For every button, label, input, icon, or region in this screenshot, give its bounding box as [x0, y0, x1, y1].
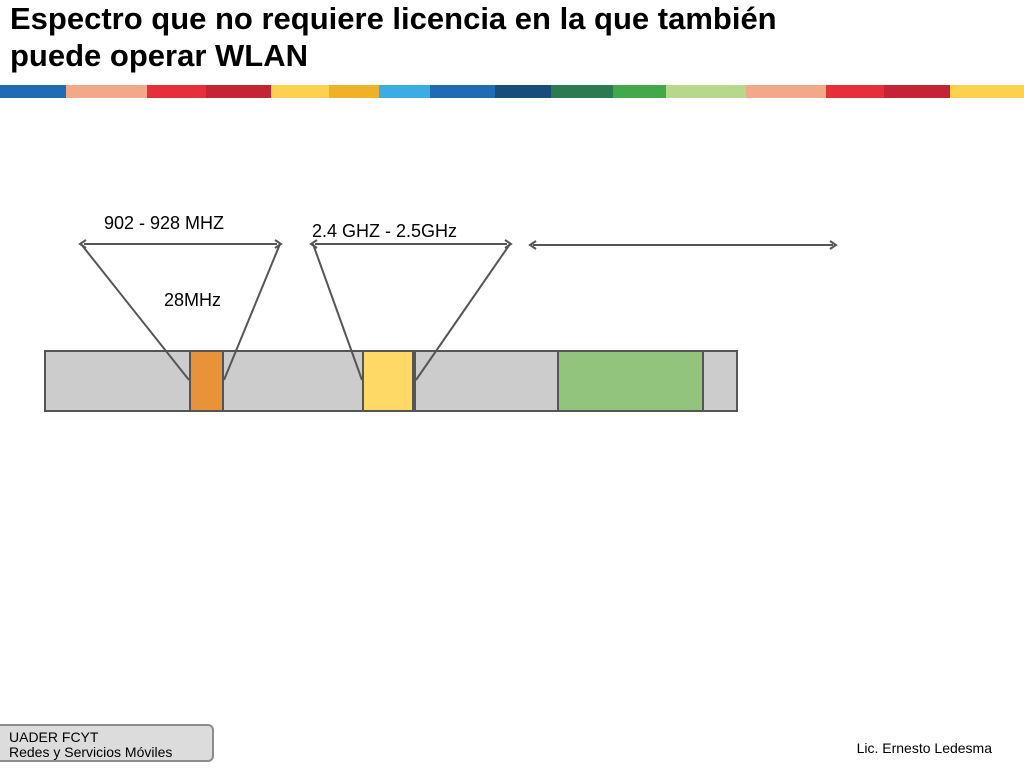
- band-900mhz: [189, 350, 224, 412]
- color-stripe-segment: [551, 85, 614, 98]
- color-stripe-segment: [0, 85, 67, 98]
- color-stripe-segment: [430, 85, 496, 98]
- color-stripe-segment: [884, 85, 951, 98]
- arrow-third-right-head: [829, 240, 838, 250]
- slide-title-line-2: puede operar WLAN: [10, 38, 308, 73]
- label-2400mhz-range: 2.4 GHZ - 2.5GHz: [312, 221, 457, 241]
- color-stripe-segment: [329, 85, 380, 98]
- band-2400mhz: [362, 350, 414, 412]
- color-stripe-segment: [950, 85, 1024, 98]
- footer-author: Lic. Ernesto Ledesma: [856, 740, 992, 756]
- zoom-line-2400-left: [312, 243, 363, 381]
- color-stripe: [0, 85, 1024, 98]
- arrow-2400-left-head: [309, 239, 318, 249]
- zoom-line-2400-right: [415, 243, 511, 381]
- color-stripe-segment: [666, 85, 747, 98]
- slide-title-line-1: Espectro que no requiere licencia en la …: [10, 1, 777, 36]
- color-stripe-segment: [147, 85, 207, 98]
- footer-course: Redes y Servicios Móviles: [9, 744, 173, 760]
- slide-title: Espectro que no requiere licencia en la …: [10, 0, 1010, 74]
- color-stripe-segment: [826, 85, 885, 98]
- color-stripe-segment: [613, 85, 667, 98]
- color-stripe-segment: [379, 85, 431, 98]
- color-stripe-segment: [495, 85, 552, 98]
- color-stripe-segment: [66, 85, 148, 98]
- zoom-line-900-left: [80, 243, 190, 381]
- color-stripe-segment: [746, 85, 827, 98]
- color-stripe-segment: [271, 85, 330, 98]
- zoom-line-900-right: [223, 243, 281, 381]
- footer-institution-box: UADER FCYT Redes y Servicios Móviles: [0, 724, 214, 762]
- footer-institution: UADER FCYT: [9, 729, 99, 745]
- band-green: [557, 350, 704, 412]
- arrow-900-left-head: [78, 239, 87, 249]
- arrow-2400-right-head: [504, 239, 513, 249]
- arrow-900-right-head: [274, 239, 283, 249]
- arrow-third-left-head: [528, 240, 537, 250]
- color-stripe-segment: [206, 85, 272, 98]
- label-28mhz-width: 28MHz: [164, 290, 221, 310]
- label-900mhz-range: 902 - 928 MHZ: [104, 213, 224, 233]
